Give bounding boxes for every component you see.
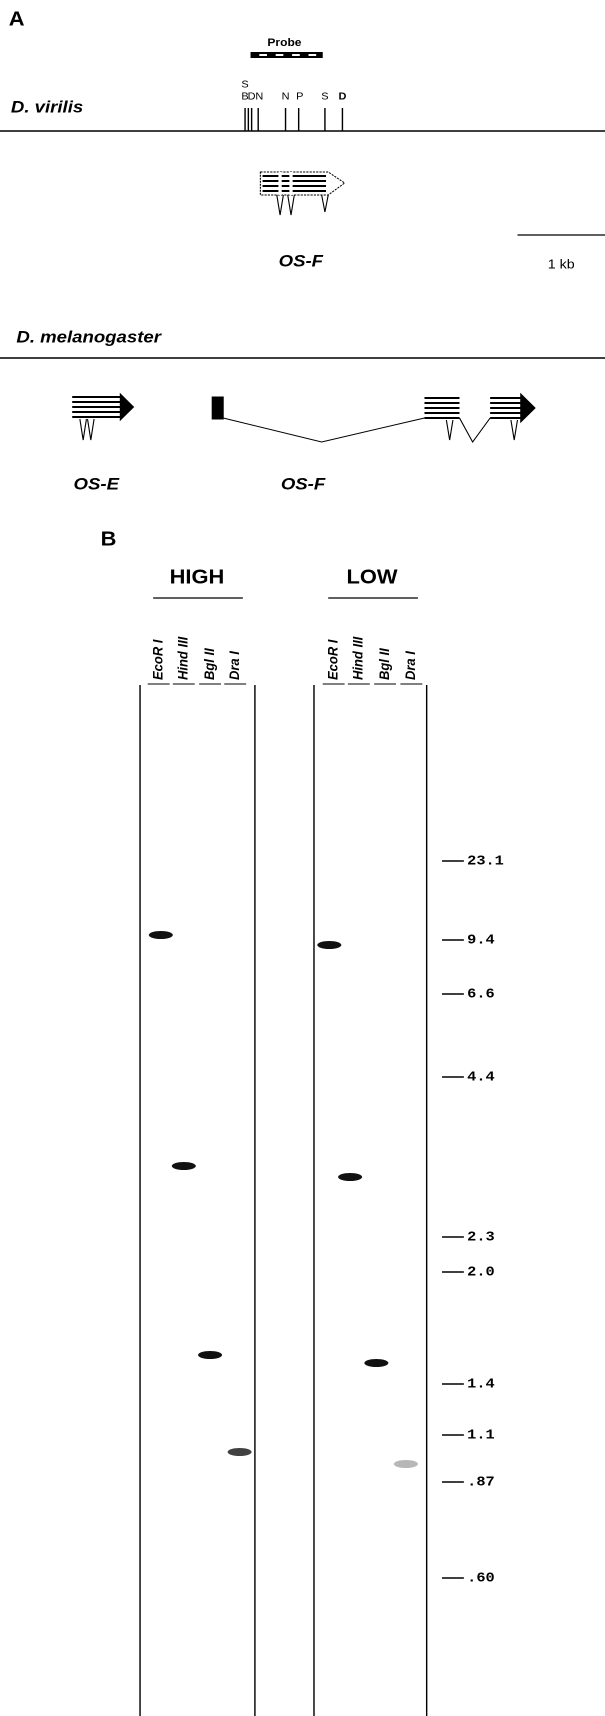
page: A Probe D. virilis SBDNNPSD OS-F 1 kb D.…: [0, 0, 605, 1716]
lane-label: EcoR I: [325, 638, 341, 680]
lane-label: Bgl II: [201, 647, 217, 680]
band: [228, 1448, 252, 1456]
lane-label: Bgl II: [376, 647, 392, 680]
blot-title: HIGH: [170, 566, 225, 588]
gene-model-melanogaster: [72, 394, 535, 442]
site-ticks: [245, 108, 342, 131]
band: [394, 1460, 418, 1468]
marker-label: 9.4: [467, 933, 495, 948]
lane-label: Dra I: [226, 650, 242, 680]
marker-label: 23.1: [467, 854, 504, 869]
marker-label: .60: [467, 1571, 495, 1586]
band: [364, 1359, 388, 1367]
probe-label: Probe: [267, 37, 302, 48]
site-label: S: [321, 92, 328, 102]
gene-label: OS-F: [279, 251, 325, 270]
band: [172, 1162, 196, 1170]
panel-label: B: [101, 528, 117, 550]
lane-label: Hind III: [175, 636, 191, 680]
marker-label: 1.4: [467, 1377, 495, 1392]
site-label: P: [296, 92, 303, 102]
panel-label: A: [9, 8, 25, 30]
site-label: N: [282, 92, 290, 102]
marker-label: 6.6: [467, 987, 495, 1002]
band: [338, 1173, 362, 1181]
lane-label: Hind III: [350, 636, 366, 680]
figure: A Probe D. virilis SBDNNPSD OS-F 1 kb D.…: [0, 0, 605, 1716]
marker-label: 4.4: [467, 1070, 495, 1085]
marker-label: 2.0: [467, 1265, 495, 1280]
marker-label: 2.3: [467, 1230, 495, 1245]
species-label: D. melanogaster: [16, 327, 162, 346]
gene-model-virilis: [260, 172, 344, 215]
species-label: D. virilis: [11, 97, 83, 116]
band: [198, 1351, 222, 1359]
marker-label: .87: [467, 1475, 495, 1490]
band: [317, 941, 341, 949]
site-label: N: [255, 92, 263, 102]
blot-title: LOW: [346, 566, 397, 588]
marker-label: 1.1: [467, 1428, 495, 1443]
lane-label: EcoR I: [150, 638, 166, 680]
site-label: S: [241, 80, 248, 90]
site-label: D: [338, 92, 346, 102]
lane-label: Dra I: [403, 650, 419, 680]
scale-label: 1 kb: [548, 257, 575, 271]
gene-label: OS-F: [281, 474, 327, 493]
gene-label: OS-E: [74, 474, 121, 493]
band: [149, 931, 173, 939]
